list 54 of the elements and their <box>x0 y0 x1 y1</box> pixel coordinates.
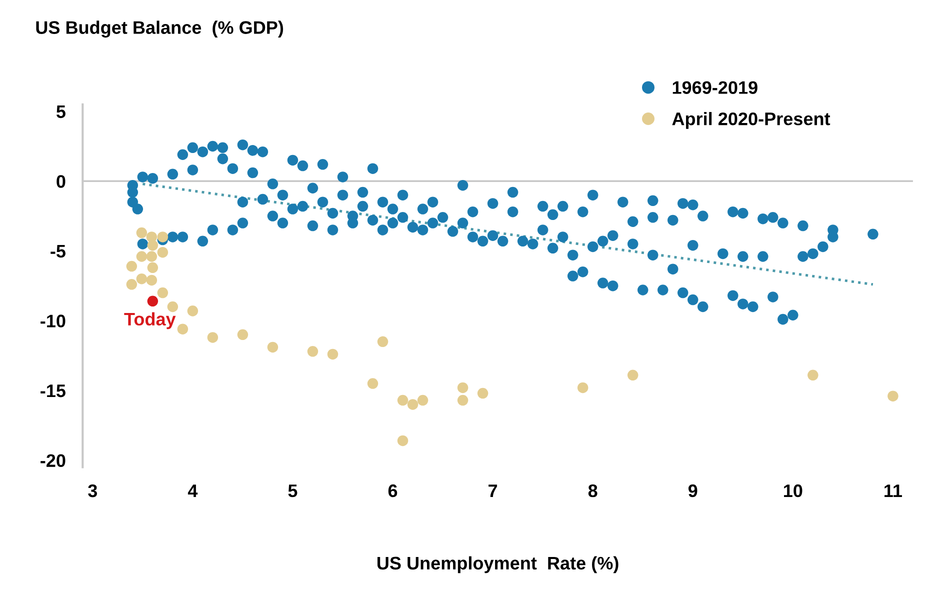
x-axis-title: US Unemployment Rate (%) <box>378 556 618 574</box>
y-tick-label: 0 <box>56 175 66 188</box>
x-tick-label: 7 <box>488 484 498 498</box>
point <box>457 382 468 394</box>
point <box>477 388 488 399</box>
point <box>377 336 388 348</box>
y-tick-label: -15 <box>40 384 66 398</box>
point <box>157 232 168 242</box>
point <box>177 324 188 334</box>
point <box>307 346 318 357</box>
point <box>136 273 148 284</box>
x-tick-label: 8 <box>588 484 598 498</box>
annotation: Today <box>124 312 176 330</box>
point <box>237 329 248 340</box>
x-tick-label: 10 <box>784 484 802 498</box>
legend-label: April 2020-Present <box>672 112 830 129</box>
y-tick-label: -5 <box>50 245 66 258</box>
point <box>136 251 148 262</box>
x-tick-label: 9 <box>688 484 698 498</box>
point <box>187 306 198 316</box>
point <box>407 399 418 410</box>
point <box>267 342 278 353</box>
point <box>157 287 168 298</box>
point <box>207 332 218 343</box>
x-tick-label: 6 <box>388 484 398 498</box>
point <box>126 260 138 272</box>
point <box>146 274 158 286</box>
legend-label: 1969-2019 <box>672 81 758 94</box>
point <box>627 370 638 381</box>
y-tick-label: 5 <box>56 105 66 118</box>
x-tick-label: 4 <box>188 484 198 498</box>
point <box>808 370 818 381</box>
y-tick-label: -20 <box>40 454 66 467</box>
point <box>327 348 338 360</box>
point <box>417 394 428 406</box>
point <box>126 279 138 290</box>
y-tick-label: -10 <box>40 314 66 328</box>
point <box>146 251 158 262</box>
point <box>457 394 468 406</box>
point <box>136 227 148 238</box>
point <box>577 382 588 394</box>
point <box>367 378 378 389</box>
point <box>888 390 898 402</box>
point <box>147 296 158 307</box>
x-tick-label: 5 <box>288 484 298 498</box>
point <box>397 435 408 446</box>
point <box>157 246 168 258</box>
x-tick-label: 11 <box>884 484 902 498</box>
x-tick-label: 3 <box>88 484 98 498</box>
point <box>147 262 158 274</box>
point <box>147 240 158 251</box>
point <box>397 394 408 406</box>
chart-title: US Budget Balance (% GDP) <box>36 20 284 38</box>
point <box>167 301 178 312</box>
